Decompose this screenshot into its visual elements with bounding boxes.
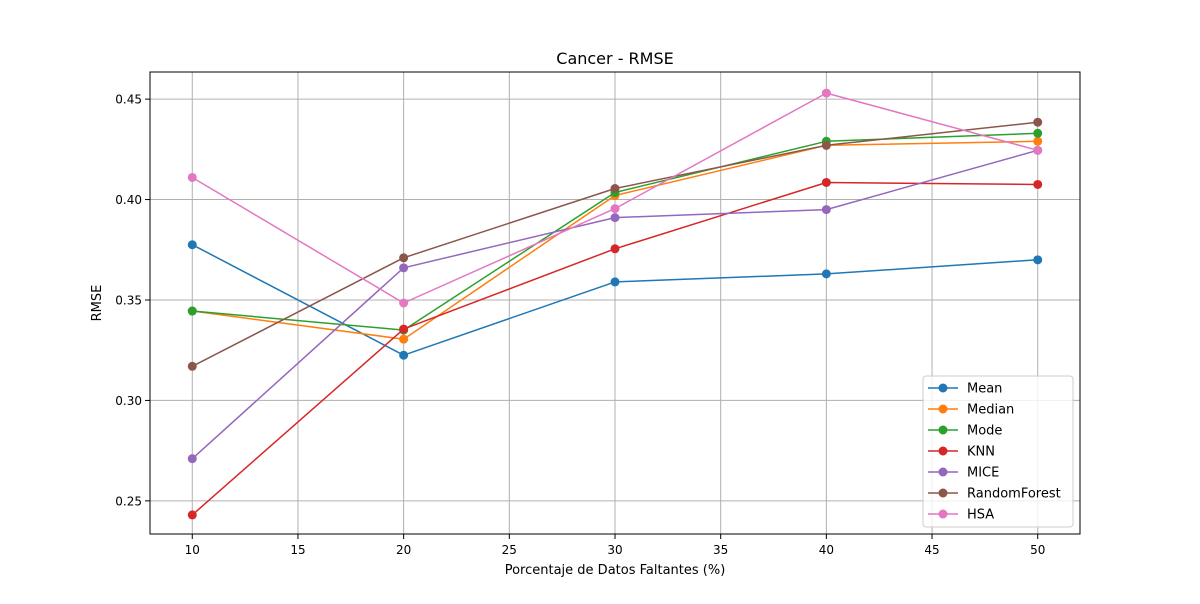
legend: Mean Median Mode KNN MICE RandomForest HSA	[922, 375, 1074, 528]
data-point-knn	[821, 177, 831, 187]
data-point-randomforest	[610, 184, 620, 194]
legend-label: KNN	[967, 445, 995, 460]
data-point-mean	[821, 269, 831, 279]
legend-swatch-marker	[938, 425, 948, 435]
data-point-mean	[610, 277, 620, 287]
data-point-mode	[187, 306, 197, 316]
data-point-hsa	[187, 172, 197, 182]
legend-item-hsa: HSA	[928, 508, 994, 523]
data-point-randomforest	[187, 361, 197, 371]
data-point-mode	[1033, 128, 1043, 138]
legend-item-knn: KNN	[928, 445, 995, 460]
data-point-hsa	[399, 298, 409, 308]
x-tick-label: 20	[396, 543, 411, 557]
data-point-mean	[1033, 255, 1043, 265]
data-point-mean	[187, 240, 197, 250]
data-point-mean	[399, 350, 409, 360]
legend-box	[922, 375, 1074, 528]
legend-swatch-marker	[938, 446, 948, 456]
chart-title: Cancer - RMSE	[556, 49, 673, 68]
data-point-knn	[1033, 179, 1043, 189]
x-axis-label: Porcentaje de Datos Faltantes (%)	[505, 563, 726, 578]
data-point-median	[399, 334, 409, 344]
legend-swatch-marker	[938, 467, 948, 477]
x-tick-label: 15	[290, 543, 305, 557]
y-tick-label: 0.45	[115, 93, 142, 107]
data-point-randomforest	[821, 140, 831, 150]
x-tick-label: 40	[819, 543, 834, 557]
series-mice	[187, 145, 1043, 464]
x-tick-label: 10	[185, 543, 200, 557]
legend-item-mean: Mean	[928, 382, 1002, 397]
legend-swatch-marker	[938, 488, 948, 498]
y-axis: 0.25 0.30 0.35 0.40 0.45	[115, 93, 150, 508]
data-point-mice	[821, 205, 831, 215]
x-tick-label: 25	[502, 543, 517, 557]
legend-label: Mean	[967, 382, 1002, 397]
data-point-knn	[399, 324, 409, 334]
data-point-knn	[187, 510, 197, 520]
y-tick-label: 0.30	[115, 394, 142, 408]
y-tick-label: 0.35	[115, 293, 142, 307]
series-knn	[187, 177, 1043, 520]
x-axis: 10 15 20 25 30 35 40 45 50	[185, 534, 1045, 557]
legend-item-median: Median	[928, 403, 1014, 418]
data-point-randomforest	[399, 253, 409, 263]
x-tick-label: 30	[607, 543, 622, 557]
legend-label: HSA	[967, 508, 994, 523]
data-point-knn	[610, 244, 620, 254]
legend-label: Median	[967, 403, 1014, 418]
series-randomforest	[187, 117, 1043, 371]
series-hsa	[187, 88, 1043, 308]
y-axis-label: RMSE	[90, 285, 105, 322]
data-point-mice	[187, 454, 197, 464]
legend-swatch-marker	[938, 404, 948, 414]
data-point-randomforest	[1033, 117, 1043, 127]
legend-swatch-marker	[938, 509, 948, 519]
x-tick-label: 35	[713, 543, 728, 557]
series-mean	[187, 240, 1043, 360]
x-tick-label: 45	[924, 543, 939, 557]
legend-swatch-marker	[938, 383, 948, 393]
y-tick-label: 0.40	[115, 193, 142, 207]
y-tick-label: 0.25	[115, 494, 142, 508]
data-point-median	[1033, 136, 1043, 146]
legend-label: MICE	[967, 466, 999, 481]
data-point-mice	[399, 263, 409, 273]
legend-label: RandomForest	[967, 487, 1061, 502]
legend-item-mode: Mode	[928, 424, 1002, 439]
x-tick-label: 50	[1030, 543, 1045, 557]
series-group	[187, 88, 1043, 520]
data-point-hsa	[821, 88, 831, 98]
data-point-hsa	[1033, 145, 1043, 155]
data-point-hsa	[610, 204, 620, 214]
data-point-mice	[610, 213, 620, 223]
legend-item-mice: MICE	[928, 466, 999, 481]
legend-label: Mode	[967, 424, 1002, 439]
legend-item-randomforest: RandomForest	[928, 487, 1061, 502]
